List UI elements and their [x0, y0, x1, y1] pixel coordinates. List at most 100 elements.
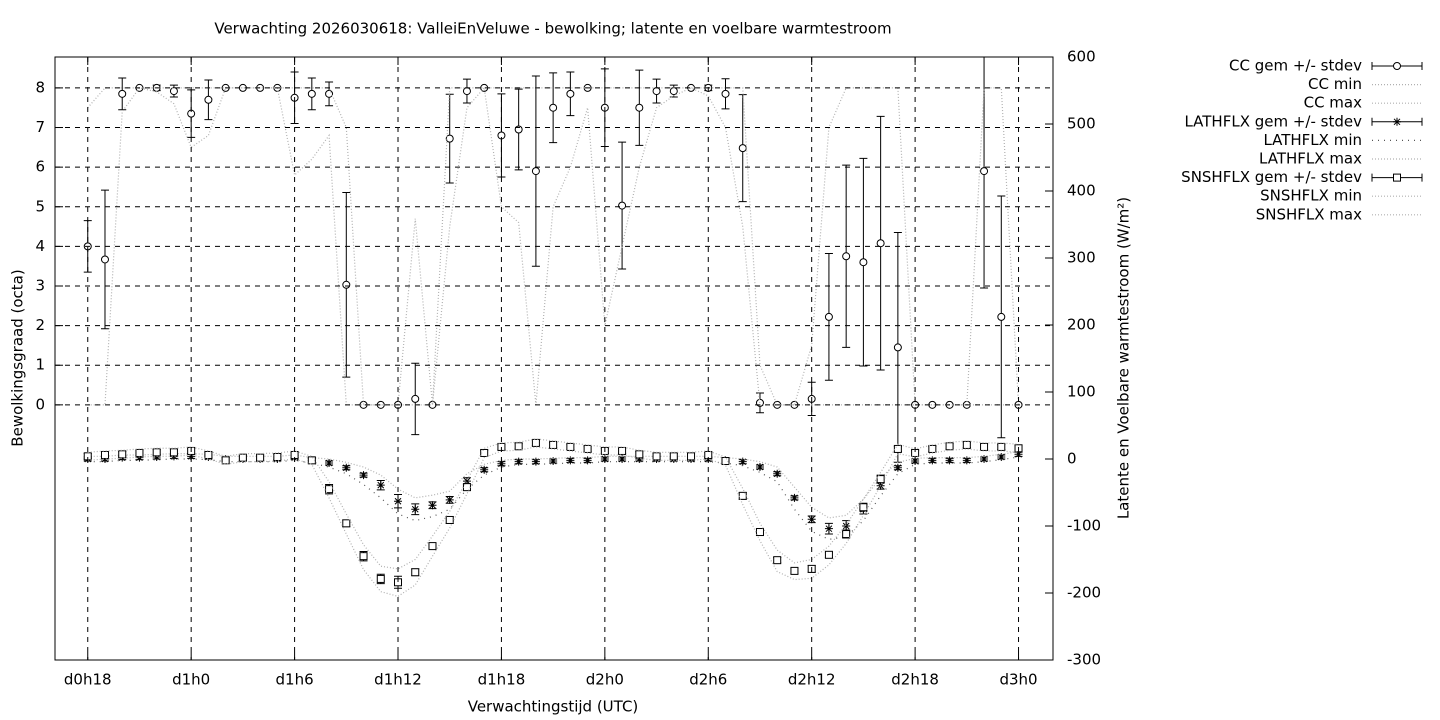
marker: [152, 452, 161, 461]
marker: [376, 574, 385, 583]
marker: [980, 167, 989, 176]
marker: [824, 550, 833, 559]
y-tick-label: 7: [35, 118, 45, 136]
y-tick-label: 8: [35, 78, 45, 96]
marker: [859, 258, 868, 267]
marker: [445, 515, 454, 524]
marker: [359, 471, 368, 480]
marker: [256, 453, 265, 462]
marker: [135, 453, 144, 462]
y-tick-label: 6: [35, 158, 45, 176]
y-tick-label: 4: [35, 237, 45, 255]
marker: [462, 477, 471, 486]
chart-title: Verwachting 2026030618: ValleiEnVeluwe -…: [214, 20, 891, 38]
marker: [480, 448, 489, 457]
x-tick-label: d2h12: [788, 671, 836, 689]
marker: [755, 528, 764, 537]
legend-label: LATHFLX max: [1259, 150, 1362, 168]
y2-tick-label: 100: [1067, 383, 1096, 401]
marker: [342, 519, 351, 528]
marker: [445, 134, 454, 143]
marker: [531, 167, 540, 176]
marker: [997, 452, 1006, 461]
marker: [790, 566, 799, 575]
y-tick-label: 5: [35, 197, 45, 215]
x-axis-title: Verwachtingstijd (UTC): [468, 698, 639, 716]
marker: [876, 475, 885, 484]
marker: [100, 450, 109, 459]
legend-label: LATHFLX min: [1263, 131, 1362, 149]
marker: [980, 442, 989, 451]
marker: [118, 450, 127, 459]
marker: [273, 452, 282, 461]
marker: [842, 530, 851, 539]
marker: [325, 459, 334, 468]
range-line: [87, 451, 1019, 519]
marker: [411, 568, 420, 577]
marker: [738, 144, 747, 153]
marker: [428, 501, 437, 510]
marker: [325, 485, 334, 494]
marker: [1393, 117, 1401, 126]
marker: [842, 522, 851, 530]
marker: [169, 448, 178, 457]
marker: [928, 456, 937, 465]
range-line: [87, 438, 1019, 570]
range-line: [87, 456, 1019, 541]
y-tick-label: 2: [35, 316, 45, 334]
plot-frame: [54, 56, 1054, 661]
marker: [566, 456, 575, 465]
y-tick-label: 0: [35, 395, 45, 413]
marker: [549, 457, 558, 466]
x-tick-label: d1h18: [478, 671, 526, 689]
marker: [169, 87, 178, 96]
marker: [187, 452, 196, 461]
legend-label: SNSHFLX min: [1260, 187, 1362, 205]
marker: [893, 444, 902, 453]
marker: [566, 442, 575, 451]
marker: [721, 457, 730, 466]
marker: [566, 89, 575, 98]
marker: [997, 442, 1006, 451]
range-line: [87, 446, 1019, 598]
marker: [618, 446, 627, 455]
y-axis-title: Bewolkingsgraad (octa): [9, 269, 27, 446]
y-tick-label: 1: [35, 356, 45, 374]
y2-tick-label: 400: [1067, 182, 1096, 200]
marker: [342, 463, 351, 472]
marker: [652, 87, 661, 96]
y2-tick-label: 0: [1067, 450, 1077, 468]
marker: [790, 493, 799, 502]
marker: [583, 456, 592, 465]
y2-tick-label: -300: [1067, 651, 1101, 669]
marker: [376, 481, 385, 490]
marker: [325, 89, 334, 98]
y2-tick-label: 200: [1067, 316, 1096, 334]
marker: [359, 552, 368, 561]
marker: [100, 255, 109, 264]
marker: [118, 89, 127, 98]
marker: [755, 463, 764, 472]
marker: [721, 89, 730, 98]
legend-label: CC max: [1304, 94, 1363, 112]
marker: [342, 280, 351, 289]
marker: [583, 444, 592, 453]
marker: [980, 455, 989, 463]
legend-label: CC gem +/- stdev: [1229, 57, 1362, 75]
marker: [204, 450, 213, 459]
marker: [428, 542, 437, 551]
marker: [549, 103, 558, 112]
legend-label: CC min: [1308, 75, 1362, 93]
marker: [635, 455, 644, 463]
marker: [411, 505, 420, 514]
marker: [652, 452, 661, 461]
marker: [773, 469, 782, 478]
marker: [549, 440, 558, 449]
marker: [669, 87, 678, 96]
y2-tick-label: -200: [1067, 584, 1101, 602]
marker: [824, 524, 833, 533]
marker: [893, 343, 902, 352]
marker: [962, 456, 971, 465]
marker: [1393, 173, 1401, 182]
marker: [945, 442, 954, 451]
